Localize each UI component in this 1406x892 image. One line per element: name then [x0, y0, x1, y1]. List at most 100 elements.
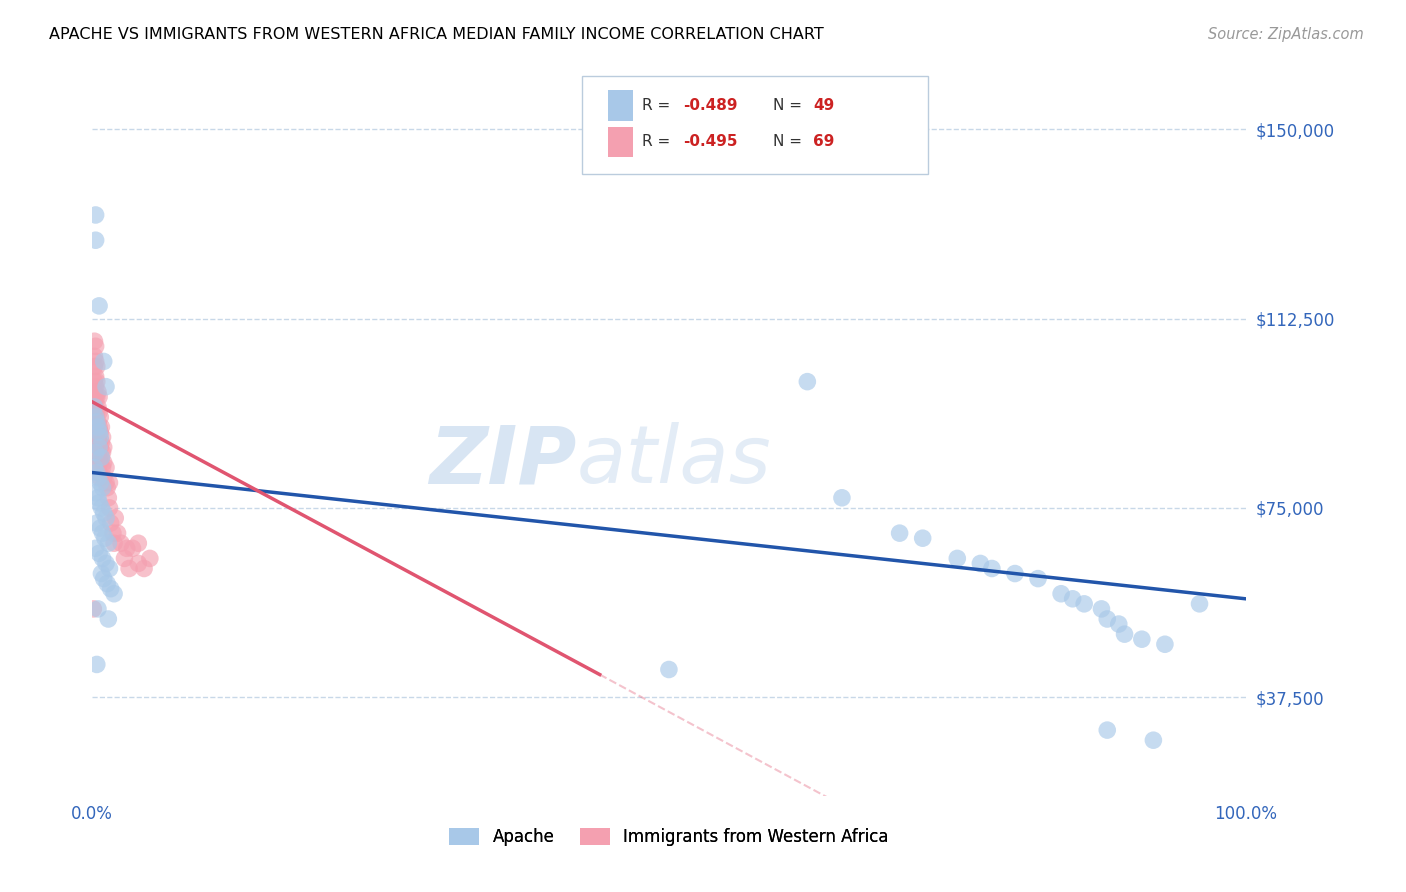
Point — [1097, 723, 1119, 738]
Point — [86, 435, 108, 450]
Point — [90, 450, 112, 465]
Point — [1073, 597, 1095, 611]
Point — [94, 380, 117, 394]
Point — [87, 445, 110, 459]
Point — [83, 334, 105, 349]
FancyBboxPatch shape — [607, 90, 633, 121]
Point — [115, 541, 138, 556]
Point — [87, 466, 110, 480]
Point — [127, 557, 149, 571]
Point — [90, 450, 112, 465]
Point — [94, 475, 117, 490]
Point — [83, 375, 105, 389]
Point — [87, 420, 110, 434]
Point — [87, 546, 110, 560]
Point — [86, 359, 108, 374]
Point — [93, 354, 115, 368]
Point — [87, 602, 110, 616]
Point — [1154, 637, 1177, 651]
Point — [86, 375, 108, 389]
Point — [1114, 627, 1136, 641]
Point — [91, 430, 114, 444]
Point — [1090, 602, 1112, 616]
Point — [1062, 591, 1084, 606]
Point — [87, 425, 110, 439]
Point — [86, 657, 108, 672]
Point — [87, 390, 110, 404]
Point — [831, 491, 853, 505]
Text: -0.489: -0.489 — [683, 98, 737, 113]
Text: atlas: atlas — [576, 422, 772, 500]
Point — [94, 557, 117, 571]
Text: -0.495: -0.495 — [683, 135, 737, 150]
Point — [86, 405, 108, 419]
Point — [87, 435, 110, 450]
Point — [83, 460, 105, 475]
Point — [89, 440, 111, 454]
Point — [94, 511, 117, 525]
Point — [84, 405, 107, 419]
Point — [100, 582, 122, 596]
Point — [980, 561, 1002, 575]
Point — [84, 445, 107, 459]
Point — [87, 420, 110, 434]
Point — [89, 521, 111, 535]
Point — [101, 526, 124, 541]
Text: APACHE VS IMMIGRANTS FROM WESTERN AFRICA MEDIAN FAMILY INCOME CORRELATION CHART: APACHE VS IMMIGRANTS FROM WESTERN AFRICA… — [49, 27, 824, 42]
Point — [87, 450, 110, 465]
Point — [86, 466, 108, 480]
Point — [98, 475, 121, 490]
Point — [97, 536, 120, 550]
Point — [84, 354, 107, 368]
Point — [87, 470, 110, 484]
Point — [110, 536, 132, 550]
Point — [1004, 566, 1026, 581]
Point — [93, 506, 115, 520]
Point — [87, 496, 110, 510]
Point — [84, 380, 107, 394]
Point — [118, 561, 141, 575]
Point — [96, 576, 118, 591]
Point — [89, 409, 111, 424]
Point — [83, 394, 105, 409]
Point — [82, 390, 104, 404]
Point — [83, 405, 105, 419]
Point — [1097, 612, 1119, 626]
Point — [94, 460, 117, 475]
Point — [103, 587, 125, 601]
Point — [96, 481, 118, 495]
Point — [84, 435, 107, 450]
Point — [87, 460, 110, 475]
Point — [90, 420, 112, 434]
Point — [911, 531, 934, 545]
Point — [86, 420, 108, 434]
Point — [86, 415, 108, 429]
Text: N =: N = — [773, 98, 807, 113]
Point — [658, 663, 681, 677]
Point — [83, 400, 105, 414]
Point — [91, 526, 114, 541]
Point — [87, 415, 110, 429]
Point — [82, 394, 104, 409]
Point — [84, 415, 107, 429]
Text: ZIP: ZIP — [429, 422, 576, 500]
Point — [121, 541, 143, 556]
Point — [1130, 632, 1153, 647]
Point — [90, 566, 112, 581]
Point — [87, 384, 110, 399]
Text: R =: R = — [643, 98, 675, 113]
Point — [84, 485, 107, 500]
Point — [84, 541, 107, 556]
Point — [91, 445, 114, 459]
Point — [90, 500, 112, 515]
Point — [87, 430, 110, 444]
Point — [89, 470, 111, 484]
Point — [107, 526, 129, 541]
Point — [89, 425, 111, 439]
Point — [93, 455, 115, 469]
Point — [90, 435, 112, 450]
Point — [84, 233, 107, 247]
Point — [82, 602, 104, 616]
Point — [87, 405, 110, 419]
Point — [86, 516, 108, 530]
